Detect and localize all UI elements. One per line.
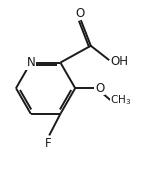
Text: O: O (95, 82, 104, 95)
Text: N: N (26, 56, 35, 69)
Text: CH$_3$: CH$_3$ (110, 93, 132, 107)
Text: OH: OH (111, 55, 129, 68)
Text: O: O (76, 7, 85, 20)
Text: F: F (45, 137, 52, 150)
